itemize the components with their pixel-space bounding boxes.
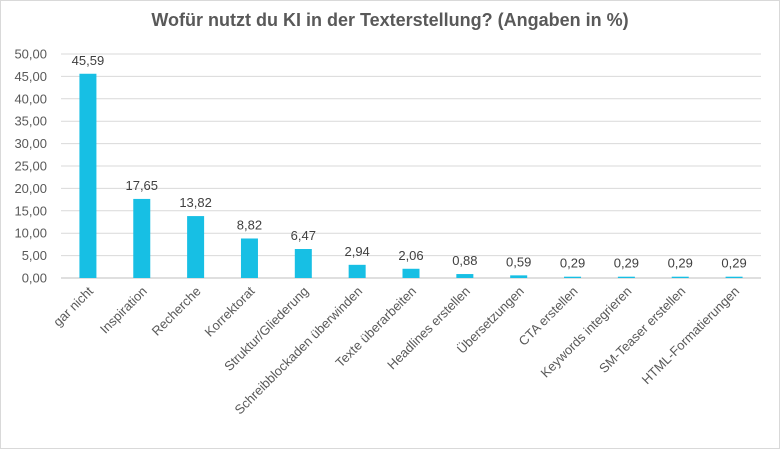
y-tick-label: 40,00 — [14, 91, 47, 106]
bar — [564, 276, 582, 278]
bar — [617, 276, 635, 278]
category-label: Recherche — [149, 284, 204, 339]
data-label: 8,82 — [237, 217, 262, 232]
y-tick-label: 30,00 — [14, 136, 47, 151]
bar — [240, 238, 258, 278]
bar — [187, 216, 205, 278]
bar — [671, 276, 689, 278]
chart-title: Wofür nutzt du KI in der Texterstellung?… — [151, 10, 629, 30]
bar — [294, 249, 312, 278]
category-label: gar nicht — [50, 283, 96, 329]
data-label: 0,29 — [721, 256, 746, 271]
data-label: 0,59 — [506, 254, 531, 269]
data-label: 0,29 — [668, 256, 693, 271]
y-tick-label: 20,00 — [14, 181, 47, 196]
data-label: 13,82 — [179, 195, 212, 210]
y-tick-label: 5,00 — [22, 248, 47, 263]
data-label: 6,47 — [291, 228, 316, 243]
y-tick-label: 35,00 — [14, 114, 47, 129]
data-label: 45,59 — [72, 53, 105, 68]
bar — [456, 274, 474, 278]
bars — [79, 73, 743, 278]
y-axis: 0,00 5,00 10,00 15,00 20,00 25,00 30,00 35,00 40… — [14, 47, 47, 286]
data-label: 2,94 — [344, 244, 369, 259]
data-label: 0,29 — [614, 256, 639, 271]
category-label: HTML-Formatierungen — [639, 284, 743, 388]
y-tick-label: 50,00 — [14, 47, 47, 62]
bar — [725, 276, 743, 278]
bar — [133, 198, 151, 278]
data-label: 0,88 — [452, 253, 477, 268]
y-tick-label: 0,00 — [22, 271, 47, 286]
bar — [510, 275, 528, 278]
y-tick-label: 45,00 — [14, 69, 47, 84]
bar — [402, 268, 420, 278]
category-label: Keywords integrieren — [538, 284, 635, 381]
bar — [79, 73, 97, 278]
gridlines — [61, 53, 761, 279]
data-label: 0,29 — [560, 256, 585, 271]
bar — [348, 264, 366, 278]
data-label: 2,06 — [398, 248, 423, 263]
y-tick-label: 25,00 — [14, 159, 47, 174]
y-tick-label: 15,00 — [14, 203, 47, 218]
category-label: Inspiration — [97, 284, 150, 337]
category-label: Korrektorat — [202, 283, 258, 339]
data-label: 17,65 — [125, 178, 158, 193]
x-axis: gar nicht InspirationRechercheKorrektorat… — [50, 283, 742, 417]
data-labels: 45,59 17,65 13,82 8,82 6,47 2,94 2,06 0,88 0,59 0… — [72, 53, 747, 271]
y-tick-label: 10,00 — [14, 226, 47, 241]
